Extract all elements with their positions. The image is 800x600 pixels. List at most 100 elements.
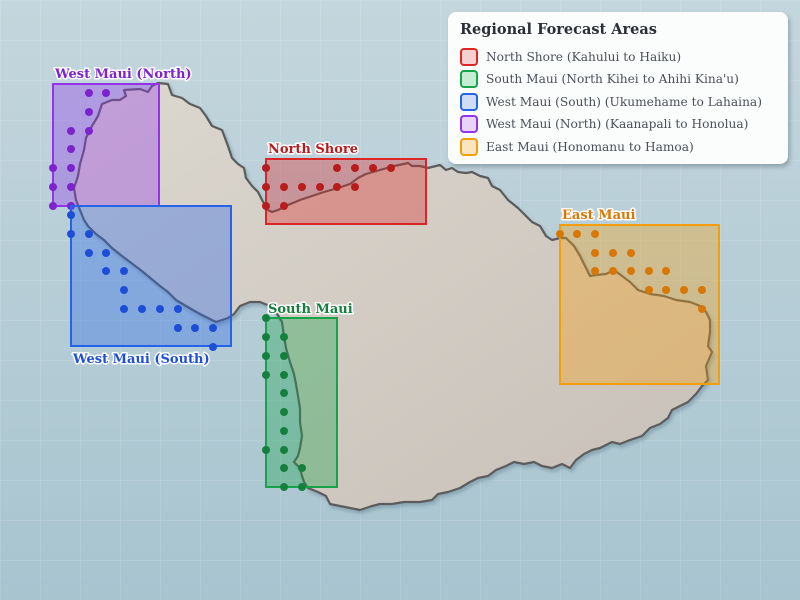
- legend-label-south-maui: South Maui (North Kihei to Ahihi Kina'u): [486, 72, 739, 87]
- forecast-point-marker[interactable]: [280, 202, 288, 210]
- forecast-point-marker[interactable]: [369, 164, 377, 172]
- region-label-east-maui: East Maui: [562, 208, 635, 223]
- forecast-point-marker[interactable]: [67, 230, 75, 238]
- forecast-point-marker[interactable]: [662, 267, 670, 275]
- forecast-point-marker[interactable]: [262, 371, 270, 379]
- forecast-point-marker[interactable]: [262, 202, 270, 210]
- forecast-point-marker[interactable]: [351, 164, 359, 172]
- forecast-point-marker[interactable]: [387, 164, 395, 172]
- legend-swatch-north-shore: [460, 48, 478, 66]
- forecast-point-marker[interactable]: [351, 183, 359, 191]
- forecast-point-marker[interactable]: [67, 127, 75, 135]
- forecast-point-marker[interactable]: [573, 230, 581, 238]
- legend-swatch-west-maui-north: [460, 115, 478, 134]
- forecast-point-marker[interactable]: [280, 352, 288, 360]
- region-north-shore[interactable]: North Shore: [262, 141, 427, 225]
- forecast-point-marker[interactable]: [120, 286, 128, 294]
- forecast-point-marker[interactable]: [556, 230, 564, 238]
- forecast-point-marker[interactable]: [85, 127, 93, 135]
- forecast-point-marker[interactable]: [209, 324, 217, 332]
- legend-item-south-maui[interactable]: South Maui (North Kihei to Ahihi Kina'u): [460, 68, 776, 90]
- region-box-west-maui-south[interactable]: [70, 205, 232, 347]
- legend-swatch-south-maui: [460, 70, 478, 89]
- forecast-point-marker[interactable]: [280, 483, 288, 491]
- legend-label-west-maui-south: West Maui (South) (Ukumehame to Lahaina): [486, 94, 762, 109]
- legend-label-east-maui: East Maui (Honomanu to Hamoa): [486, 139, 694, 154]
- forecast-point-marker[interactable]: [645, 267, 653, 275]
- forecast-point-marker[interactable]: [280, 446, 288, 454]
- region-south-maui[interactable]: South Maui: [262, 301, 354, 491]
- forecast-point-marker[interactable]: [174, 324, 182, 332]
- forecast-point-marker[interactable]: [85, 89, 93, 97]
- forecast-point-marker[interactable]: [102, 249, 110, 257]
- forecast-point-marker[interactable]: [209, 343, 217, 351]
- legend-item-north-shore[interactable]: North Shore (Kahului to Haiku): [460, 46, 776, 68]
- forecast-point-marker[interactable]: [191, 324, 199, 332]
- forecast-point-marker[interactable]: [680, 286, 688, 294]
- forecast-point-marker[interactable]: [280, 389, 288, 397]
- forecast-point-marker[interactable]: [67, 145, 75, 153]
- forecast-point-marker[interactable]: [280, 333, 288, 341]
- forecast-point-marker[interactable]: [262, 164, 270, 172]
- forecast-point-marker[interactable]: [609, 249, 617, 257]
- forecast-point-marker[interactable]: [698, 305, 706, 313]
- legend-label-north-shore: North Shore (Kahului to Haiku): [486, 50, 682, 64]
- forecast-point-marker[interactable]: [591, 249, 599, 257]
- region-box-south-maui[interactable]: [265, 317, 338, 488]
- forecast-point-marker[interactable]: [120, 267, 128, 275]
- forecast-point-marker[interactable]: [316, 183, 324, 191]
- region-box-north-shore[interactable]: [265, 158, 427, 225]
- legend-item-east-maui[interactable]: East Maui (Honomanu to Hamoa): [460, 136, 776, 158]
- forecast-point-marker[interactable]: [280, 408, 288, 416]
- region-box-east-maui[interactable]: [559, 224, 720, 385]
- forecast-point-marker[interactable]: [298, 464, 306, 472]
- forecast-point-marker[interactable]: [262, 333, 270, 341]
- forecast-point-marker[interactable]: [280, 371, 288, 379]
- forecast-point-marker[interactable]: [138, 305, 146, 313]
- forecast-point-marker[interactable]: [102, 89, 110, 97]
- forecast-point-marker[interactable]: [85, 108, 93, 116]
- forecast-point-marker[interactable]: [262, 352, 270, 360]
- forecast-point-marker[interactable]: [627, 267, 635, 275]
- forecast-point-marker[interactable]: [627, 249, 635, 257]
- forecast-point-marker[interactable]: [333, 183, 341, 191]
- forecast-point-marker[interactable]: [85, 249, 93, 257]
- forecast-point-marker[interactable]: [262, 446, 270, 454]
- forecast-point-marker[interactable]: [280, 427, 288, 435]
- forecast-point-marker[interactable]: [102, 267, 110, 275]
- forecast-point-marker[interactable]: [67, 164, 75, 172]
- legend-item-west-maui-north[interactable]: West Maui (North) (Kaanapali to Honolua): [460, 113, 776, 135]
- forecast-point-marker[interactable]: [49, 202, 57, 210]
- legend-item-west-maui-south[interactable]: West Maui (South) (Ukumehame to Lahaina): [460, 91, 776, 113]
- forecast-point-marker[interactable]: [698, 286, 706, 294]
- forecast-point-marker[interactable]: [298, 183, 306, 191]
- forecast-point-marker[interactable]: [333, 164, 341, 172]
- legend-swatch-east-maui: [460, 137, 478, 156]
- forecast-point-marker[interactable]: [49, 164, 57, 172]
- forecast-point-marker[interactable]: [280, 464, 288, 472]
- region-west-maui-north[interactable]: West Maui (North): [49, 66, 193, 210]
- forecast-point-marker[interactable]: [120, 305, 128, 313]
- forecast-point-marker[interactable]: [85, 230, 93, 238]
- forecast-point-marker[interactable]: [591, 267, 599, 275]
- legend-swatch-west-maui-south: [460, 92, 478, 111]
- forecast-point-marker[interactable]: [174, 305, 182, 313]
- legend-panel: Regional Forecast Areas North Shore (Kah…: [448, 12, 788, 164]
- forecast-point-marker[interactable]: [262, 183, 270, 191]
- forecast-point-marker[interactable]: [591, 230, 599, 238]
- forecast-point-marker[interactable]: [49, 183, 57, 191]
- region-west-maui-south[interactable]: West Maui (South): [67, 205, 232, 369]
- forecast-point-marker[interactable]: [609, 267, 617, 275]
- region-label-south-maui: South Maui: [268, 302, 353, 317]
- forecast-point-marker[interactable]: [280, 183, 288, 191]
- forecast-point-marker[interactable]: [645, 286, 653, 294]
- forecast-point-marker[interactable]: [262, 314, 270, 322]
- region-label-north-shore: North Shore: [268, 142, 358, 157]
- forecast-point-marker[interactable]: [67, 183, 75, 191]
- forecast-point-marker[interactable]: [298, 483, 306, 491]
- forecast-point-marker[interactable]: [67, 211, 75, 219]
- legend-label-west-maui-north: West Maui (North) (Kaanapali to Honolua): [486, 117, 749, 132]
- forecast-point-marker[interactable]: [156, 305, 164, 313]
- forecast-point-marker[interactable]: [662, 286, 670, 294]
- region-east-maui[interactable]: East Maui: [556, 207, 720, 385]
